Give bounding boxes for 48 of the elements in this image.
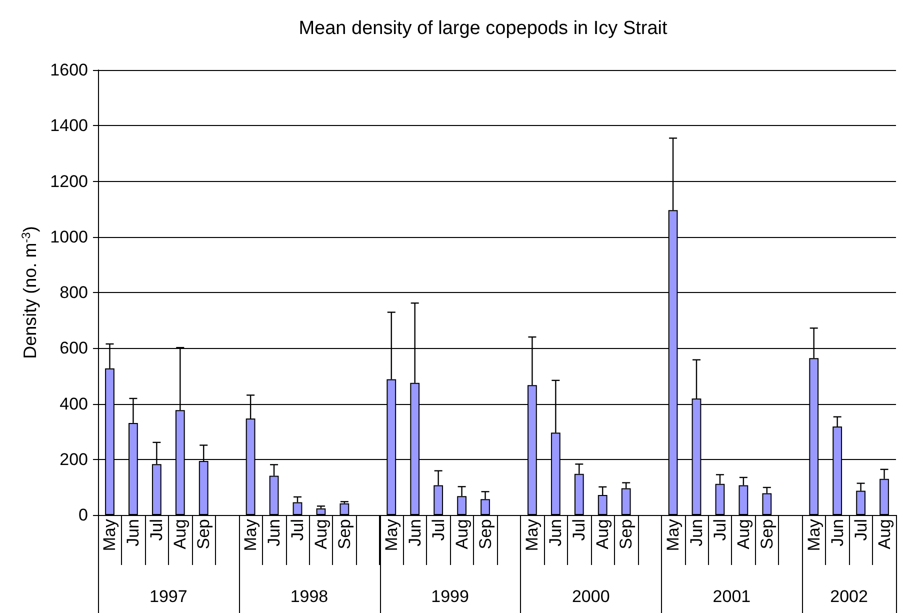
x-tick-label: Jul [288,519,307,541]
y-tick-label: 1200 [50,172,88,191]
x-tick-label: Sep [476,519,495,550]
x-tick-label: Jul [428,519,448,541]
x-tick-label: May [804,518,824,552]
bar [340,503,350,515]
x-tick-label: Aug [593,519,612,550]
x-tick-label: Jun [687,519,706,546]
x-tick-label: Sep [616,519,636,550]
y-tick-label: 400 [60,394,88,414]
x-tick-label: Sep [757,519,776,550]
x-tick-label: Jul [710,519,730,541]
y-tick-label: 1400 [50,116,88,136]
y-tick-label: 800 [60,283,88,302]
x-tick-label: May [241,518,260,552]
x-tick-label: May [664,518,683,552]
x-tick-label: Aug [170,519,190,550]
x-tick-label: Jun [546,519,566,546]
x-tick-label: Aug [734,519,753,550]
text: 2000 [572,587,610,607]
x-tick-label: Aug [311,519,330,550]
y-tick-label: 1000 [50,227,88,246]
y-tick-label: 200 [60,450,88,469]
x-tick-label: Jun [124,519,143,546]
text: 1999 [431,587,469,607]
text: 2001 [712,587,751,607]
x-tick-label: Jun [264,519,284,546]
x-tick-label: Aug [452,519,472,550]
chart-title: Mean density of large copepods in Icy Strait [298,18,668,39]
bar [316,508,326,515]
y-axis-title: Density (no. m-3) [19,226,40,359]
x-tick-label: Jul [147,519,166,541]
x-tick-label: Jun [405,519,424,546]
x-tick-label: Jul [851,519,870,541]
x-tick-label: May [100,518,120,552]
text: 2002 [830,587,868,607]
x-tick-label: Sep [194,519,214,550]
text: 1998 [290,587,328,607]
y-tick-label: 0 [78,506,88,524]
y-tick-label: 600 [60,338,88,358]
x-tick-label: May [522,518,542,552]
x-tick-label: Jul [570,519,589,541]
x-tick-label: Sep [334,519,354,550]
x-tick-label: Jun [828,519,847,546]
x-tick-label: May [382,518,401,552]
y-tick-label: 1600 [50,60,88,80]
text: 1997 [149,587,188,607]
x-tick-label: Aug [874,519,894,550]
